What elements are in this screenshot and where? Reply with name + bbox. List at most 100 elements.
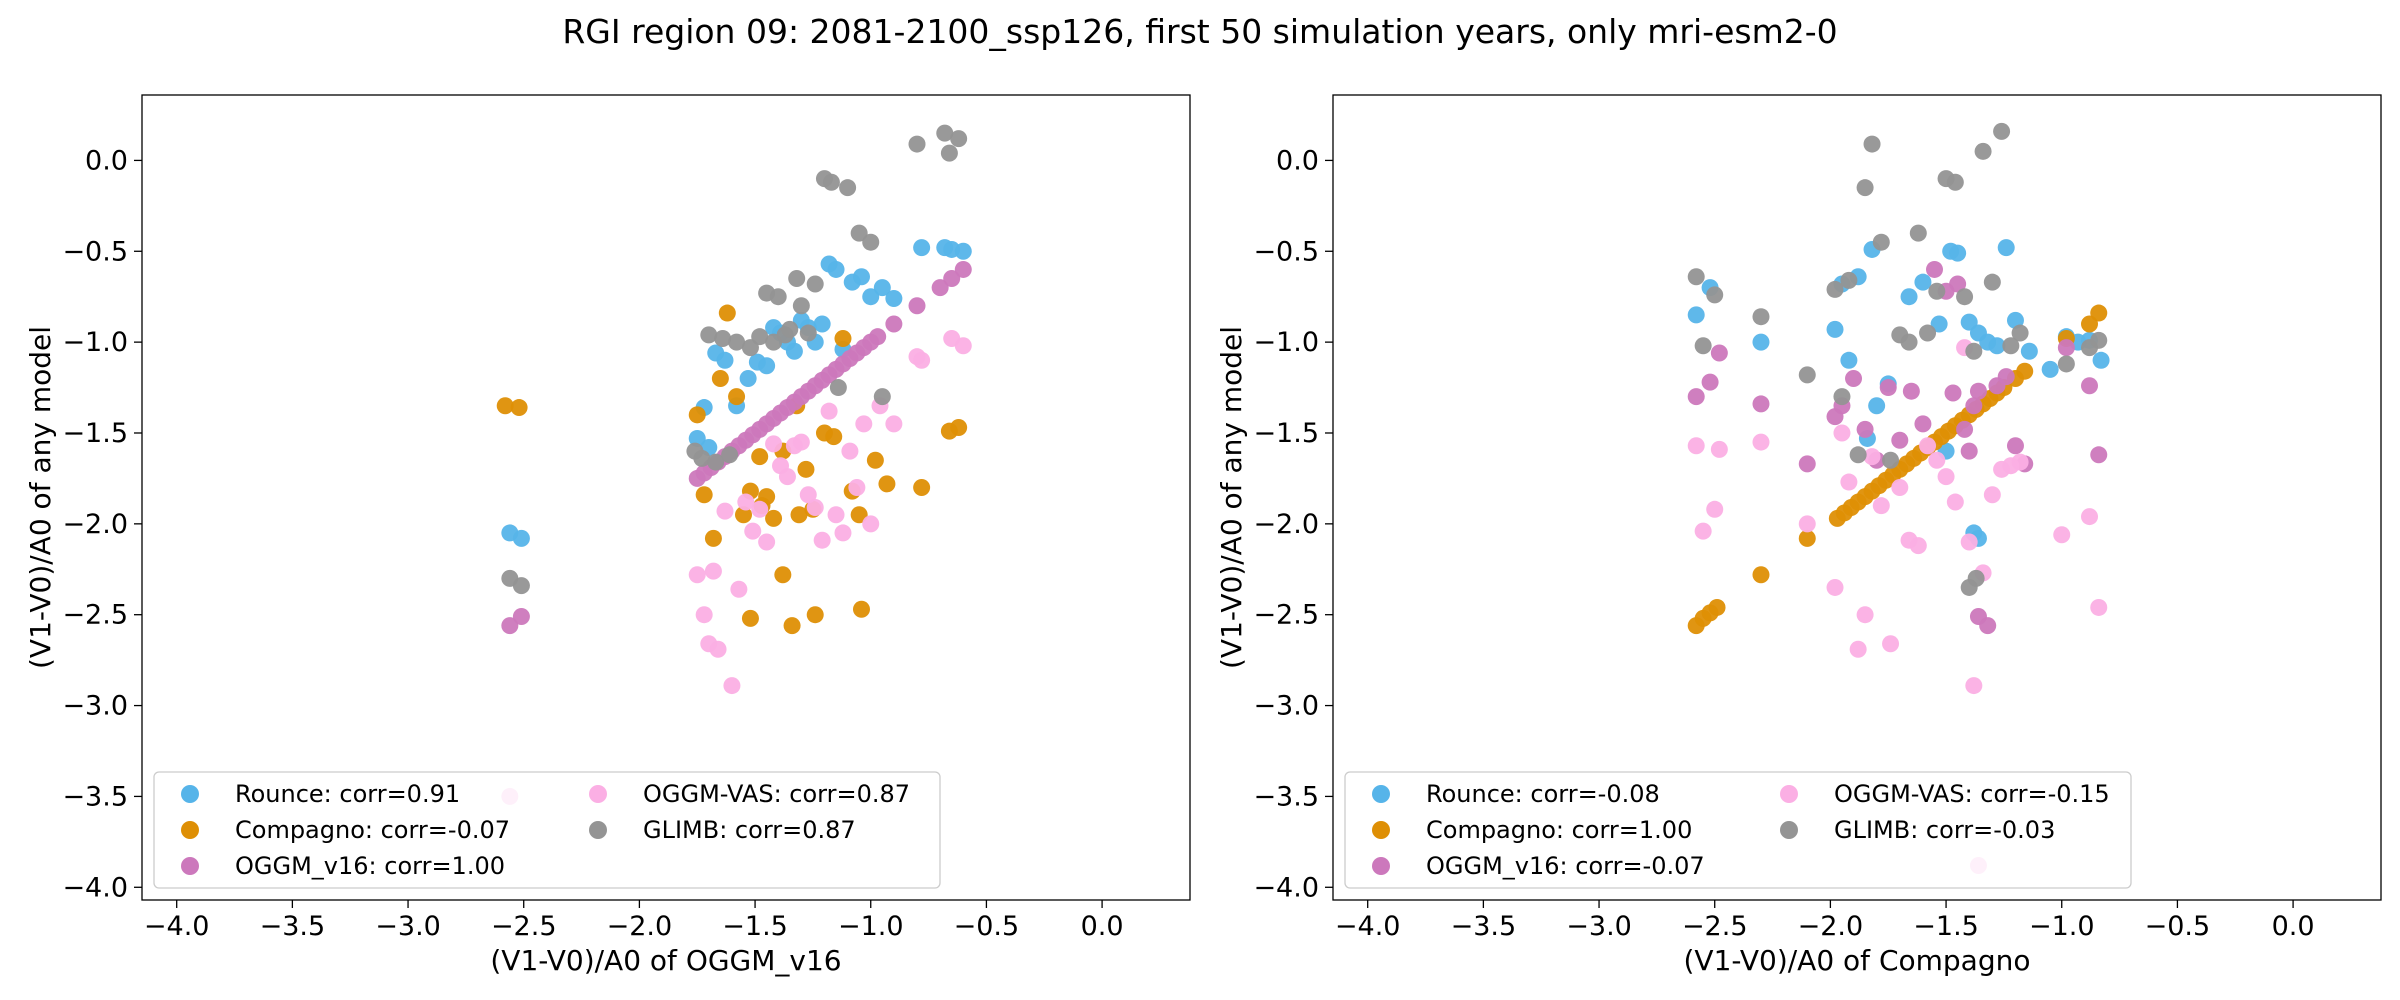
- x-axis-label: (V1-V0)/A0 of OGGM_v16: [490, 944, 841, 977]
- legend-marker: [181, 821, 199, 839]
- legend-entry-label: OGGM-VAS: corr=0.87: [643, 780, 910, 808]
- x-tick-label: 0.0: [1081, 911, 1124, 942]
- scatter-point-glimb: [788, 270, 806, 288]
- scatter-point-rounce: [862, 288, 880, 306]
- scatter-point-compagno: [834, 329, 852, 347]
- scatter-point-glimb: [751, 328, 769, 346]
- scatter-point-rounce: [716, 351, 734, 369]
- scatter-point-oggm-vas: [1946, 493, 1964, 511]
- scatter-point-glimb: [1909, 224, 1927, 242]
- scatter-point-oggm-v16: [1701, 373, 1719, 391]
- scatter-point-oggm-v16: [1752, 395, 1770, 413]
- legend-entry-label: GLIMB: corr=-0.03: [1834, 816, 2055, 844]
- scatter-point-oggm-vas: [704, 562, 722, 580]
- scatter-point-glimb: [769, 288, 787, 306]
- scatter-point-compagno: [711, 369, 729, 387]
- scatter-point-compagno: [806, 606, 824, 624]
- scatter-point-glimb: [1882, 451, 1900, 469]
- x-tick-label: −0.5: [954, 911, 1020, 942]
- x-axis-label: (V1-V0)/A0 of Compagno: [1684, 944, 2031, 977]
- scatter-point-oggm-vas: [758, 533, 776, 551]
- scatter-point-oggm-v16: [1687, 388, 1705, 406]
- y-tick-label: −0.5: [1253, 236, 1319, 267]
- y-tick-label: −4.0: [62, 872, 128, 903]
- chart-panel-2: −4.0 −3.5 −3.0 −2.5 −2.0 −1.5 −1.0 −0.5 0.0 0.0 −0…: [1215, 94, 2382, 977]
- scatter-point-oggm-v16: [2006, 437, 2024, 455]
- scatter-point-oggm-vas: [1937, 468, 1955, 486]
- scatter-point-oggm-v16: [1914, 415, 1932, 433]
- figure-title: RGI region 09: 2081-2100_ssp126, first 5…: [562, 12, 1838, 51]
- legend-marker: [1780, 821, 1798, 839]
- scatter-point-glimb: [2057, 355, 2075, 373]
- scatter-point-rounce: [1826, 320, 1844, 338]
- scatter-point-oggm-v16: [1969, 382, 1987, 400]
- scatter-point-glimb: [1993, 122, 2011, 140]
- scatter-point-glimb: [822, 173, 840, 191]
- scatter-point-rounce: [1687, 306, 1705, 324]
- scatter-point-oggm-vas: [1710, 440, 1728, 458]
- scatter-point-compagno: [774, 566, 792, 584]
- x-tick-label: −4.0: [1335, 911, 1401, 942]
- scatter-point-glimb: [1752, 308, 1770, 326]
- scatter-point-compagno: [1752, 566, 1770, 584]
- scatter-point-oggm-vas: [1706, 500, 1724, 518]
- scatter-point-rounce: [1949, 244, 1967, 262]
- scatter-point-glimb: [1900, 333, 1918, 351]
- scatter-point-compagno: [2090, 304, 2108, 322]
- scatter-point-oggm-v16: [869, 328, 887, 346]
- legend-entry-label: GLIMB: corr=0.87: [643, 816, 856, 844]
- y-tick-label: −3.5: [62, 781, 128, 812]
- scatter-point-compagno: [878, 475, 896, 493]
- legend: Rounce: corr=0.91 Compagno: corr=-0.07 OGG…: [153, 771, 941, 889]
- scatter-point-oggm-vas: [765, 435, 783, 453]
- scatter-point-oggm-vas: [1752, 433, 1770, 451]
- scatter-point-oggm-v16: [954, 260, 972, 278]
- scatter-point-oggm-vas: [1694, 522, 1712, 540]
- scatter-point-oggm-vas: [1826, 578, 1844, 596]
- scatter-point-oggm-vas: [751, 500, 769, 518]
- scatter-point-oggm-vas: [1840, 473, 1858, 491]
- scatter-point-glimb: [1960, 578, 1978, 596]
- scatter-point-oggm-vas: [723, 677, 741, 695]
- scatter-point-oggm-vas: [709, 640, 727, 658]
- x-tick-label: −2.5: [1682, 911, 1748, 942]
- scatter-point-glimb: [799, 324, 817, 342]
- scatter-point-oggm-v16: [1956, 420, 1974, 438]
- scatter-point-glimb: [1863, 135, 1881, 153]
- x-tick-label: −2.0: [1798, 911, 1864, 942]
- scatter-point-compagno: [866, 451, 884, 469]
- x-tick-label: −1.0: [2029, 911, 2095, 942]
- scatter-point-rounce: [885, 290, 903, 308]
- scatter-point-oggm-vas: [1960, 533, 1978, 551]
- scatter-point-glimb: [728, 333, 746, 351]
- legend-marker: [589, 821, 607, 839]
- scatter-point-oggm-vas: [1798, 515, 1816, 533]
- scatter-point-oggm-v16: [1891, 431, 1909, 449]
- scatter-point-oggm-vas: [1872, 497, 1890, 515]
- legend-entry-label: Rounce: corr=-0.08: [1426, 780, 1660, 808]
- scatter-point-oggm-v16: [1979, 617, 1997, 635]
- x-tick-label: −3.5: [260, 911, 326, 942]
- legend-box: [1344, 771, 2132, 889]
- scatter-point-compagno: [825, 428, 843, 446]
- legend-entry-label: OGGM_v16: corr=1.00: [235, 852, 505, 880]
- data-points: [1687, 122, 2110, 874]
- y-tick-label: −1.0: [62, 327, 128, 358]
- scatter-point-oggm-v16: [1879, 379, 1897, 397]
- y-tick-label: −2.0: [1253, 509, 1319, 540]
- scatter-point-compagno: [790, 506, 808, 524]
- scatter-point-compagno: [797, 460, 815, 478]
- legend-marker: [1372, 821, 1390, 839]
- scatter-point-glimb: [873, 388, 891, 406]
- scatter-point-glimb: [1798, 366, 1816, 384]
- scatter-point-rounce: [688, 429, 706, 447]
- scatter-point-rounce: [852, 268, 870, 286]
- scatter-point-oggm-vas: [1891, 479, 1909, 497]
- legend: Rounce: corr=-0.08 Compagno: corr=1.00 OGG…: [1344, 771, 2132, 889]
- scatter-point-glimb: [1872, 233, 1890, 251]
- scatter-point-compagno: [741, 609, 759, 627]
- data-points: [496, 124, 972, 805]
- scatter-point-oggm-v16: [1944, 384, 1962, 402]
- scatter-point-oggm-vas: [716, 502, 734, 520]
- y-tick-label: −4.0: [1253, 872, 1319, 903]
